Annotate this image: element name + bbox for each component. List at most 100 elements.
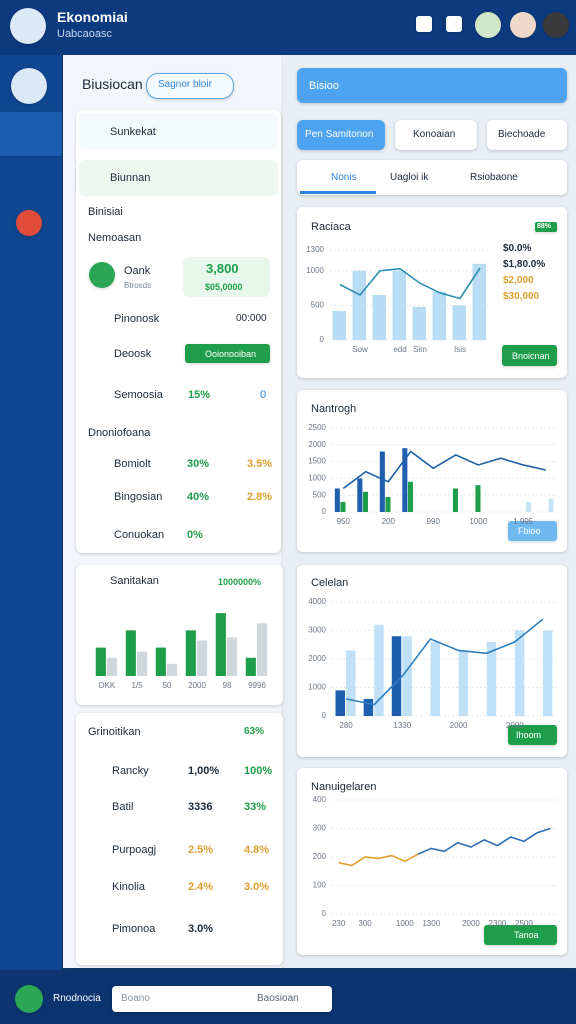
avatar[interactable] [11, 68, 47, 104]
badge: 1000000% [218, 577, 262, 587]
card-sub: Btrosds [124, 281, 152, 290]
icon[interactable] [446, 16, 462, 32]
bar [257, 623, 268, 676]
bar [374, 624, 384, 716]
icon [89, 262, 115, 288]
search-bar[interactable] [297, 68, 567, 103]
y-tick-label: 1000 [306, 266, 324, 275]
bar [335, 690, 346, 716]
dropdown[interactable] [146, 73, 234, 99]
row-label: Bingosian [114, 491, 163, 503]
app-title: Ekonomiai [57, 9, 128, 25]
x-tick-label: 1330 [393, 721, 411, 730]
chart-title: Celelan [311, 577, 348, 589]
row-value: 15% [188, 389, 211, 401]
y-tick-label: 0 [320, 335, 325, 344]
y-tick-label: 0 [322, 711, 327, 720]
side-label: $1,80.0% [503, 259, 546, 270]
row-label: Pimonoa [112, 923, 156, 935]
button[interactable] [502, 345, 557, 366]
avatar[interactable] [475, 12, 501, 38]
row-value: 0% [187, 529, 203, 541]
button-label: Konoaian [413, 129, 456, 140]
bar [392, 270, 406, 340]
menu-item[interactable] [79, 113, 278, 149]
bar [245, 657, 256, 676]
summary-card [76, 713, 283, 965]
button[interactable] [487, 120, 567, 150]
y-tick-label: 400 [313, 795, 327, 804]
icon[interactable] [15, 985, 43, 1013]
button[interactable] [508, 521, 557, 541]
menu-item: Biunnan [110, 172, 151, 184]
y-tick-label: 100 [313, 881, 327, 890]
button[interactable] [395, 120, 477, 150]
chart-title: Nantrogh [311, 403, 356, 415]
bar [514, 630, 525, 716]
avatar[interactable] [543, 12, 569, 38]
side-label: $30,000 [503, 291, 540, 302]
button[interactable] [484, 925, 557, 945]
row-label: Semoosia [114, 389, 163, 401]
button[interactable] [508, 725, 557, 745]
bar [432, 291, 446, 340]
avatar[interactable] [510, 12, 536, 38]
menu-item[interactable] [79, 160, 278, 196]
bar [215, 613, 226, 676]
button-label: Ooionooiban [205, 349, 257, 359]
y-tick-label: 300 [313, 824, 327, 833]
card-name: Oank [124, 265, 151, 277]
bar [227, 637, 238, 676]
bar [402, 448, 408, 512]
bar [346, 650, 356, 716]
line [417, 827, 551, 855]
avatar[interactable] [10, 8, 46, 44]
section-title: Dnoniofoana [88, 427, 151, 439]
button-label: Biechoade [498, 129, 546, 140]
tab: Nonis [331, 172, 357, 183]
bar [542, 630, 553, 716]
button-label: Fbioo [518, 526, 541, 536]
row-value: 100% [244, 765, 273, 777]
tab-underline [300, 191, 376, 194]
x-tick-label: DKK [99, 681, 116, 690]
button[interactable] [185, 344, 270, 363]
row-value: 2.4% [188, 881, 214, 893]
bar [402, 636, 412, 716]
button-label: Pen Samitonon [305, 129, 374, 140]
x-tick-label: 990 [427, 517, 441, 526]
dropdown-label: Sagnor bloir [158, 79, 212, 90]
line [339, 267, 481, 300]
x-tick-label: Sow [352, 345, 368, 354]
y-tick-label: 1300 [306, 245, 324, 254]
row-value: 3.0% [244, 881, 270, 893]
x-tick-label: Isis [454, 345, 466, 354]
x-tick-label: 9996 [248, 681, 266, 690]
row-label: Deoosk [114, 348, 152, 360]
x-tick-label: 1300 [422, 919, 440, 928]
y-tick-label: 0 [322, 507, 327, 516]
x-tick-label: 950 [337, 517, 351, 526]
bar [362, 491, 368, 512]
side-label: $0.0% [503, 243, 532, 254]
y-tick-label: 1000 [308, 474, 326, 483]
bar [452, 488, 458, 512]
x-tick-label: 300 [358, 919, 372, 928]
row-label: Kinolia [112, 881, 146, 893]
x-tick-label: 200 [382, 517, 396, 526]
bar [107, 657, 118, 676]
bar [372, 295, 386, 340]
row-value: 0 [260, 389, 267, 401]
nav-active[interactable] [0, 112, 62, 156]
nav-icon[interactable] [16, 210, 42, 236]
y-tick-label: 3000 [308, 626, 326, 635]
button[interactable] [297, 120, 385, 150]
input[interactable] [112, 986, 332, 1012]
button-label: Tanoa [514, 930, 539, 940]
bar [155, 647, 166, 676]
panel-title: Biusiocan [82, 76, 143, 92]
icon[interactable] [416, 16, 432, 32]
value-box [183, 257, 270, 297]
